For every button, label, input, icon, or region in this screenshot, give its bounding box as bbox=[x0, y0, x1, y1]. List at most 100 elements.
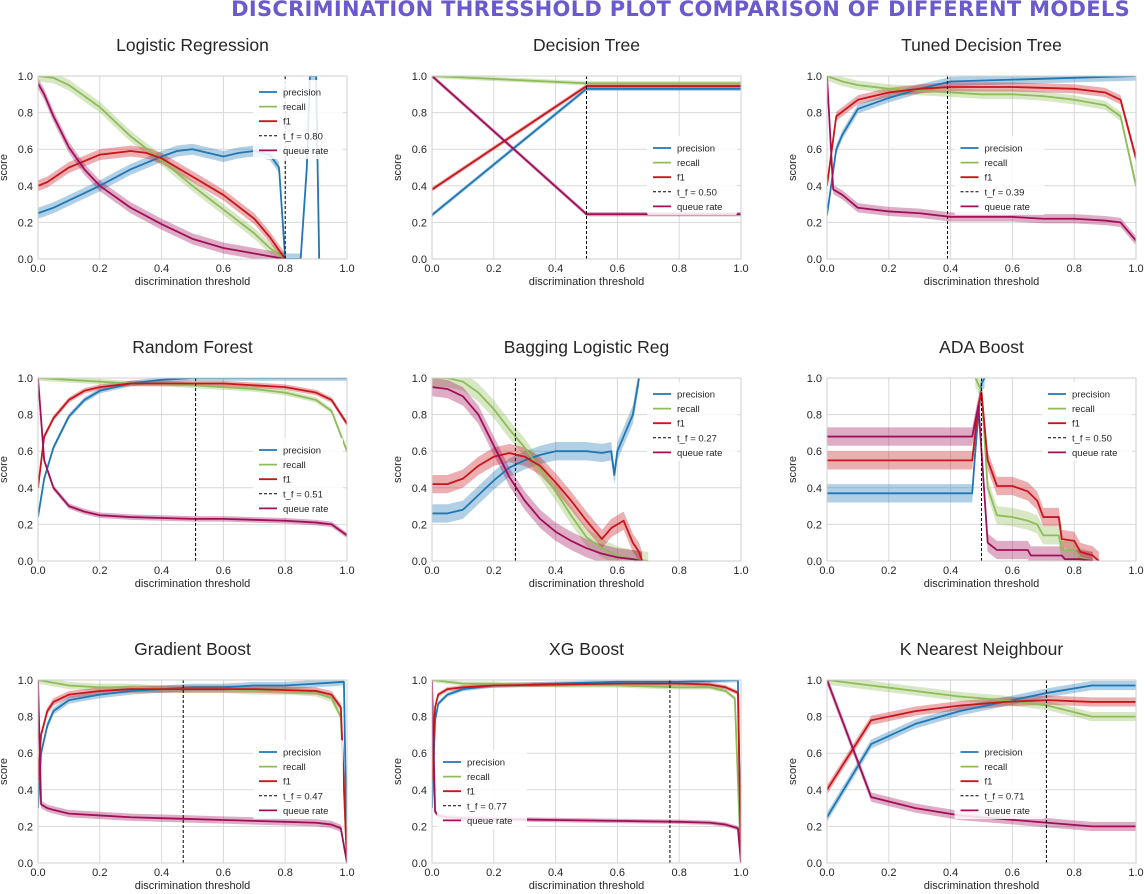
chart-ada-boost-y-tick-label: 0.6 bbox=[807, 446, 822, 458]
chart-k-nearest-neighbour-x-tick-label: 1.0 bbox=[1128, 867, 1143, 879]
chart-ada-boost-x-tick-label: 1.0 bbox=[1128, 565, 1143, 577]
chart-random-forest-x-tick-label: 0.0 bbox=[30, 565, 45, 577]
chart-bagging-logistic-reg-legend-label: precision bbox=[677, 390, 715, 401]
chart-xg-boost-legend-label: precision bbox=[467, 758, 505, 769]
chart-bagging-logistic-reg-y-tick-label: 0.4 bbox=[412, 483, 427, 495]
chart-gradient-boost-x-tick-label: 0.2 bbox=[92, 867, 107, 879]
chart-gradient-boost-y-tick-label: 0.2 bbox=[18, 821, 33, 833]
chart-decision-tree-legend-label: f1 bbox=[677, 173, 685, 184]
chart-gradient-boost-legend-label: f1 bbox=[283, 777, 291, 788]
chart-decision-tree-title: Decision Tree bbox=[533, 35, 640, 55]
chart-gradient-boost-x-tick-label: 0.6 bbox=[216, 867, 231, 879]
chart-tuned-decision-tree-f1-line bbox=[827, 86, 1136, 186]
chart-decision-tree-x-tick-label: 0.8 bbox=[672, 263, 687, 275]
chart-random-forest-title: Random Forest bbox=[132, 337, 253, 357]
chart-bagging-logistic-reg-legend-label: recall bbox=[677, 404, 700, 415]
chart-decision-tree-legend-label: queue rate bbox=[677, 202, 722, 213]
chart-ada-boost-f1-line bbox=[827, 391, 1100, 561]
chart-decision-tree-legend-label: recall bbox=[677, 158, 700, 169]
chart-bagging-logistic-reg-legend-label: queue rate bbox=[677, 448, 722, 459]
chart-bagging-logistic-reg-queue-rate-band bbox=[432, 378, 643, 561]
chart-logistic-regression-legend-label: t_f = 0.80 bbox=[283, 131, 323, 142]
chart-bagging-logistic-reg-y-tick-label: 1.0 bbox=[412, 373, 427, 385]
chart-decision-tree-legend: precision recall f1 t_f = 0.50 queue rate bbox=[647, 136, 737, 215]
chart-logistic-regression-legend: precision recall f1 t_f = 0.80 queue rate bbox=[253, 80, 343, 159]
chart-tuned-decision-tree-queue-rate-line bbox=[827, 76, 1136, 242]
chart-random-forest-legend-label: f1 bbox=[283, 475, 291, 486]
chart-k-nearest-neighbour-frame bbox=[826, 679, 1137, 864]
chart-bagging-logistic-reg-frame bbox=[431, 377, 742, 562]
chart-random-forest-y-tick-label: 1.0 bbox=[18, 373, 33, 385]
chart-k-nearest-neighbour-legend-label: t_f = 0.71 bbox=[985, 791, 1025, 802]
chart-k-nearest-neighbour-title: K Nearest Neighbour bbox=[900, 639, 1064, 659]
chart-tuned-decision-tree-frame bbox=[826, 75, 1137, 260]
chart-xg-boost-legend-label: f1 bbox=[467, 787, 475, 798]
chart-logistic-regression-precision-line bbox=[38, 76, 321, 259]
chart-tuned-decision-tree-precision-line bbox=[827, 76, 1136, 216]
chart-random-forest-y-tick-label: 0.0 bbox=[18, 556, 33, 568]
chart-bagging-logistic-reg-f1-band bbox=[432, 443, 643, 561]
chart-random-forest-y-tick-label: 0.4 bbox=[18, 483, 33, 495]
chart-logistic-regression-y-tick-label: 0.4 bbox=[18, 181, 33, 193]
chart-xg-boost-x-tick-label: 0.0 bbox=[424, 867, 439, 879]
chart-ada-boost-y-tick-label: 1.0 bbox=[807, 373, 822, 385]
chart-ada-boost-legend: precision recall f1 t_f = 0.50 queue rate bbox=[1042, 382, 1132, 461]
chart-logistic-regression-x-tick-label: 0.8 bbox=[278, 263, 293, 275]
chart-random-forest-x-tick-label: 0.4 bbox=[154, 565, 169, 577]
chart-tuned-decision-tree-y-tick-label: 0.2 bbox=[807, 217, 822, 229]
chart-bagging-logistic-reg-y-tick-label: 0.0 bbox=[412, 556, 427, 568]
chart-k-nearest-neighbour-legend: precision recall f1 t_f = 0.71 queue rate bbox=[954, 740, 1045, 819]
chart-bagging-logistic-reg-legend-label: f1 bbox=[677, 419, 685, 430]
chart-logistic-regression-x-tick-label: 0.0 bbox=[30, 263, 45, 275]
chart-gradient-boost-queue-rate-band bbox=[38, 680, 347, 863]
chart-random-forest-x-axis-label: discrimination threshold bbox=[135, 578, 251, 590]
chart-bagging-logistic-reg-x-tick-label: 0.6 bbox=[610, 565, 625, 577]
chart-decision-tree-legend-box bbox=[647, 136, 737, 215]
chart-decision-tree-frame bbox=[431, 75, 742, 260]
chart-decision-tree-y-tick-label: 1.0 bbox=[412, 71, 427, 83]
chart-bagging-logistic-reg-title: Bagging Logistic Reg bbox=[504, 337, 669, 357]
chart-ada-boost-x-tick-label: 0.2 bbox=[881, 565, 896, 577]
chart-tuned-decision-tree-x-tick-label: 0.8 bbox=[1067, 263, 1082, 275]
chart-random-forest-y-tick-label: 0.8 bbox=[18, 410, 33, 422]
chart-xg-boost-title: XG Boost bbox=[549, 639, 624, 659]
chart-ada-boost-precision-band bbox=[827, 378, 985, 503]
chart-random-forest-x-tick-label: 0.2 bbox=[92, 565, 107, 577]
chart-xg-boost-x-tick-label: 0.4 bbox=[548, 867, 563, 879]
chart-ada-boost-title: ADA Boost bbox=[939, 337, 1024, 357]
chart-k-nearest-neighbour-f1-line bbox=[827, 699, 1136, 791]
chart-decision-tree-x-tick-label: 0.4 bbox=[548, 263, 563, 275]
chart-ada-boost-x-axis-label: discrimination threshold bbox=[924, 578, 1040, 590]
chart-xg-boost-legend-label: t_f = 0.77 bbox=[467, 801, 507, 812]
chart-xg-boost-y-tick-label: 0.2 bbox=[412, 821, 427, 833]
chart-xg-boost-y-tick-label: 0.8 bbox=[412, 712, 427, 724]
chart-ada-boost-x-tick-label: 0.6 bbox=[1005, 565, 1020, 577]
chart-gradient-boost-y-tick-label: 0.4 bbox=[18, 785, 33, 797]
chart-logistic-regression-series-group bbox=[38, 76, 321, 259]
chart-xg-boost-f1-line bbox=[432, 682, 741, 863]
chart-random-forest-precision-line bbox=[38, 378, 347, 518]
chart-tuned-decision-tree-legend-label: t_f = 0.39 bbox=[985, 187, 1025, 198]
chart-gradient-boost-legend-box bbox=[253, 740, 343, 819]
chart-k-nearest-neighbour-legend-label: recall bbox=[985, 762, 1008, 773]
chart-gradient-boost-frame bbox=[37, 679, 348, 864]
chart-logistic-regression-queue-rate-band bbox=[38, 77, 286, 259]
chart-random-forest-f1-line bbox=[38, 382, 347, 488]
chart-gradient-boost-x-tick-label: 0.8 bbox=[278, 867, 293, 879]
chart-ada-boost-y-axis-label: score bbox=[787, 456, 799, 483]
chart-xg-boost-x-tick-label: 0.6 bbox=[610, 867, 625, 879]
chart-logistic-regression-x-tick-label: 0.2 bbox=[92, 263, 107, 275]
chart-bagging-logistic-reg: 0.0 0.2 0.4 0.6 0.8 1.0 0.0 0.2 0.4 0.6 0.8 1.0 Bagg… bbox=[392, 337, 749, 590]
chart-ada-boost-queue-rate-band bbox=[827, 396, 1093, 561]
chart-logistic-regression-x-tick-label: 0.6 bbox=[216, 263, 231, 275]
chart-logistic-regression-y-tick-label: 1.0 bbox=[18, 71, 33, 83]
chart-xg-boost-legend-box bbox=[437, 750, 527, 829]
chart-logistic-regression-x-tick-label: 0.4 bbox=[154, 263, 169, 275]
chart-decision-tree-x-tick-label: 0.2 bbox=[486, 263, 501, 275]
chart-bagging-logistic-reg-y-tick-label: 0.6 bbox=[412, 446, 427, 458]
chart-ada-boost-legend-box bbox=[1042, 382, 1132, 461]
chart-gradient-boost-legend-label: precision bbox=[283, 748, 321, 759]
chart-logistic-regression-legend-label: f1 bbox=[283, 117, 291, 128]
chart-decision-tree: 0.0 0.2 0.4 0.6 0.8 1.0 0.0 0.2 0.4 0.6 0.8 1.0 Deci… bbox=[392, 35, 749, 288]
chart-k-nearest-neighbour-legend-label: f1 bbox=[985, 777, 993, 788]
